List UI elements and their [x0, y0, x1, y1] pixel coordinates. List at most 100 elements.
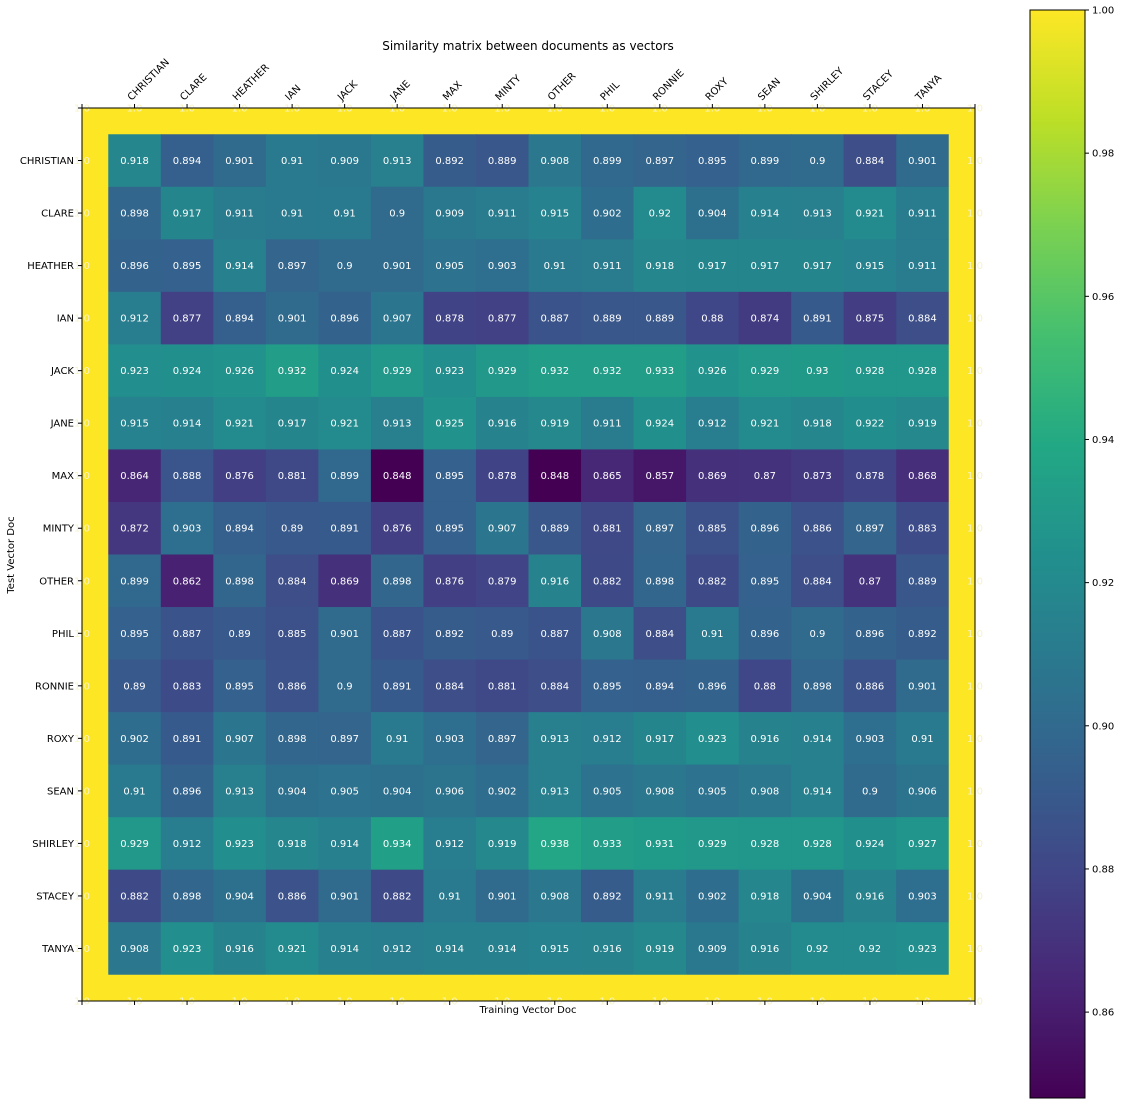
heatmap-cell — [265, 607, 319, 661]
heatmap-cell — [896, 712, 950, 766]
y-tick-label: CHRISTIAN — [20, 156, 74, 167]
heatmap-cell — [213, 344, 267, 398]
cell-value-label: 0.881 — [593, 524, 622, 535]
heatmap-cell — [948, 134, 976, 188]
cell-value-label: 0.914 — [225, 261, 254, 272]
cell-value-label: 0.902 — [593, 209, 622, 220]
cell-value-label: 0.924 — [330, 366, 359, 377]
cell-value-label: 0.916 — [751, 944, 780, 955]
cell-value-label: 0.911 — [908, 261, 937, 272]
cell-value-label: 0.882 — [120, 891, 149, 902]
heatmap-cell — [948, 239, 976, 293]
cell-value-label: 0.911 — [908, 209, 937, 220]
cell-value-label: 0.904 — [698, 209, 727, 220]
y-tick-label: MAX — [52, 471, 74, 482]
cell-value-label: 0.901 — [330, 891, 359, 902]
heatmap-cell — [581, 449, 635, 503]
heatmap-cell — [318, 501, 372, 555]
cell-value-label: 0.902 — [120, 734, 149, 745]
x-axis-label: Training Vector Doc — [479, 1005, 577, 1016]
cell-value-label: 0.889 — [908, 576, 937, 587]
cell-value-label: 0.878 — [856, 471, 885, 482]
heatmap-cell — [948, 974, 976, 1002]
cell-value-label: 0.916 — [225, 944, 254, 955]
heatmap-cell — [82, 922, 109, 976]
heatmap-cell — [791, 764, 845, 818]
colorbar-tick-label: 0.96 — [1092, 292, 1114, 303]
heatmap-cell — [213, 712, 267, 766]
y-tick-label: IAN — [57, 314, 74, 325]
x-tick-label: SEAN — [756, 76, 783, 103]
heatmap-cell — [686, 108, 740, 135]
cell-value-label: 0.88 — [701, 314, 723, 325]
heatmap-cell — [370, 607, 424, 661]
cell-value-label: 0.909 — [435, 209, 464, 220]
heatmap-cell — [633, 108, 687, 135]
heatmap-cell — [896, 291, 950, 345]
cell-value-label: 0.904 — [803, 891, 832, 902]
cell-value-label: 0.9 — [337, 261, 353, 272]
cell-value-label: 0.91 — [281, 209, 303, 220]
heatmap-cell — [423, 607, 477, 661]
cell-value-label: 1.0 — [232, 104, 248, 115]
heatmap-cell — [423, 134, 477, 188]
heatmap-cell — [108, 449, 162, 503]
x-tick-label: CLARE — [178, 72, 209, 103]
cell-value-label: 0.908 — [593, 629, 622, 640]
heatmap-cell — [843, 659, 897, 713]
cell-value-label: 0.911 — [593, 419, 622, 430]
cell-value-label: 0.924 — [645, 419, 674, 430]
heatmap-cell — [318, 396, 372, 450]
cell-value-label: 0.898 — [803, 681, 832, 692]
colorbar-tick-label: 1.00 — [1092, 6, 1114, 17]
heatmap-cell — [738, 869, 792, 923]
x-tick-label: ROXY — [704, 76, 732, 104]
cell-value-label: 0.915 — [540, 209, 569, 220]
cell-value-label: 0.903 — [908, 891, 937, 902]
cell-value-label: 0.91 — [701, 629, 723, 640]
heatmap-cell — [213, 974, 267, 1002]
heatmap-cell — [82, 344, 109, 398]
heatmap-cell — [370, 974, 424, 1002]
heatmap-cell — [896, 922, 950, 976]
cell-value-label: 0.9 — [809, 629, 825, 640]
heatmap-cell — [896, 134, 950, 188]
heatmap-cell — [213, 869, 267, 923]
heatmap-cell — [475, 869, 529, 923]
cell-value-label: 0.903 — [856, 734, 885, 745]
cell-value-label: 0.917 — [803, 261, 832, 272]
heatmap-cell — [686, 659, 740, 713]
heatmap-cell — [633, 186, 687, 240]
heatmap-cell — [108, 817, 162, 871]
heatmap-cell — [948, 501, 976, 555]
heatmap-cell — [265, 344, 319, 398]
cell-value-label: 0.929 — [383, 366, 412, 377]
cell-value-label: 0.913 — [383, 419, 412, 430]
cell-value-label: 0.865 — [593, 471, 622, 482]
cell-value-label: 0.848 — [540, 471, 569, 482]
cell-value-label: 0.895 — [435, 471, 464, 482]
heatmap-cell — [843, 134, 897, 188]
cell-value-label: 1.0 — [442, 104, 458, 115]
y-tick-label: SHIRLEY — [32, 839, 75, 850]
y-tick-label: OTHER — [39, 576, 74, 587]
heatmap-cell — [475, 607, 529, 661]
cell-value-label: 0.901 — [330, 629, 359, 640]
heatmap-cell — [896, 239, 950, 293]
heatmap-cell — [160, 817, 214, 871]
cell-value-label: 0.88 — [754, 681, 776, 692]
heatmap-cell — [160, 712, 214, 766]
cell-value-label: 1.0 — [862, 104, 878, 115]
plot-frame — [81, 107, 976, 1002]
cell-value-label: 0.918 — [645, 261, 674, 272]
heatmap-cell — [423, 108, 477, 135]
heatmap-cell — [82, 712, 109, 766]
x-tick-label: TANYA — [913, 73, 944, 104]
heatmap-cell — [423, 869, 477, 923]
cell-value-label: 1.0 — [284, 104, 300, 115]
heatmap-cell — [423, 659, 477, 713]
cell-value-label: 0.932 — [593, 366, 622, 377]
cell-value-label: 0.911 — [645, 891, 674, 902]
colorbar — [1029, 9, 1086, 1099]
heatmap-cell — [686, 607, 740, 661]
